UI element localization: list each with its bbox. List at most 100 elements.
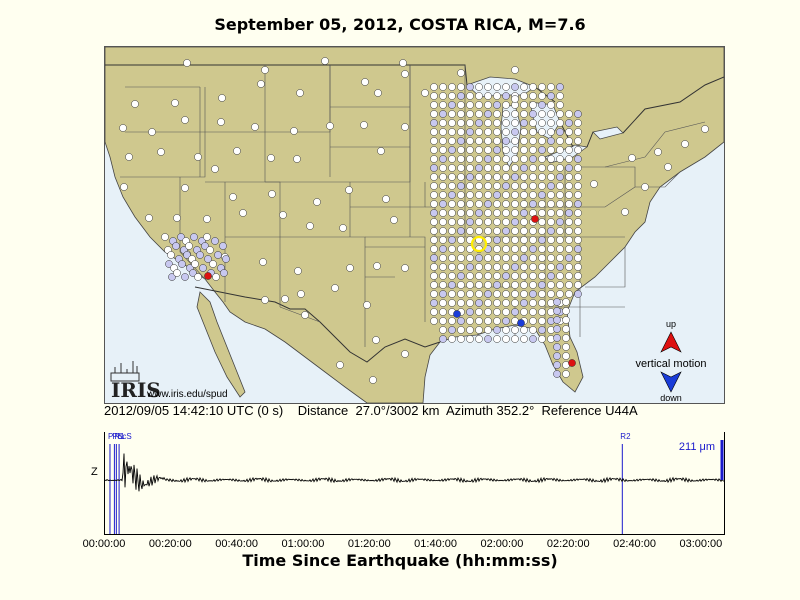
seismogram-panel[interactable]: P Pc R1 ScS R2 211 μm Z <box>91 432 725 535</box>
station-marker <box>181 273 189 281</box>
channel-label: Z <box>91 466 98 478</box>
station-marker <box>502 317 510 325</box>
station-marker <box>565 200 573 208</box>
station-marker <box>502 308 510 316</box>
station-marker <box>448 209 456 217</box>
station-marker <box>448 191 456 199</box>
station-marker <box>529 119 537 127</box>
station-marker <box>529 299 537 307</box>
station-marker <box>475 83 483 91</box>
station-markers <box>119 57 709 384</box>
station-marker <box>547 263 555 271</box>
station-marker <box>701 125 709 133</box>
station-marker <box>520 128 528 136</box>
station-marker <box>161 233 169 241</box>
station-marker <box>448 137 456 145</box>
station-marker <box>466 92 474 100</box>
station-marker <box>502 227 510 235</box>
station-marker <box>430 83 438 91</box>
station-marker <box>448 155 456 163</box>
station-marker <box>493 101 501 109</box>
station-marker <box>529 254 537 262</box>
station-marker <box>538 101 546 109</box>
station-marker <box>484 281 492 289</box>
station-marker <box>538 245 546 253</box>
station-marker <box>257 80 265 88</box>
station-marker <box>475 182 483 190</box>
station-marker <box>520 263 528 271</box>
time-tick-label: 01:40:00 <box>414 538 458 550</box>
station-marker <box>457 110 465 118</box>
station-marker <box>296 89 304 97</box>
station-map[interactable]: IRIS www.iris.edu/spud up vertical motio… <box>104 46 725 404</box>
map-url[interactable]: www.iris.edu/spud <box>146 389 228 400</box>
station-marker <box>484 326 492 334</box>
station-marker <box>279 211 287 219</box>
station-marker <box>520 155 528 163</box>
station-marker <box>439 317 447 325</box>
station-marker <box>448 272 456 280</box>
station-marker <box>556 227 564 235</box>
station-marker <box>377 147 385 155</box>
station-marker <box>430 173 438 181</box>
station-marker <box>511 272 519 280</box>
up-arrow-icon <box>660 331 682 353</box>
station-marker <box>119 124 127 132</box>
station-marker <box>439 236 447 244</box>
station-marker <box>466 128 474 136</box>
station-marker <box>547 227 555 235</box>
station-marker <box>439 227 447 235</box>
station-marker <box>448 92 456 100</box>
station-marker <box>439 92 447 100</box>
station-marker <box>529 263 537 271</box>
station-marker <box>511 155 519 163</box>
station-marker <box>484 101 492 109</box>
station-marker <box>430 137 438 145</box>
station-marker <box>466 254 474 262</box>
station-marker <box>556 155 564 163</box>
station-marker <box>457 236 465 244</box>
station-marker <box>421 89 429 97</box>
station-marker <box>313 198 321 206</box>
station-marker <box>493 326 501 334</box>
station-marker <box>290 127 298 135</box>
station-marker <box>574 236 582 244</box>
station-marker <box>430 245 438 253</box>
station-marker <box>229 193 237 201</box>
station-marker <box>538 128 546 136</box>
station-marker <box>574 272 582 280</box>
station-marker <box>185 242 193 250</box>
station-marker <box>562 307 570 315</box>
time-tick-label: 00:40:00 <box>215 538 259 550</box>
station-marker <box>493 299 501 307</box>
station-marker <box>466 290 474 298</box>
station-marker <box>574 245 582 253</box>
station-marker <box>511 137 519 145</box>
event-distance: Distance 27.0°/3002 km <box>297 403 440 418</box>
station-marker <box>553 298 561 306</box>
station-marker <box>493 335 501 343</box>
station-marker <box>475 101 483 109</box>
station-marker <box>493 245 501 253</box>
station-marker <box>401 70 409 78</box>
station-marker <box>538 155 546 163</box>
station-marker <box>173 269 181 277</box>
station-marker <box>520 326 528 334</box>
station-marker <box>556 164 564 172</box>
station-marker <box>553 307 561 315</box>
station-marker <box>484 335 492 343</box>
station-marker <box>547 128 555 136</box>
station-marker <box>547 164 555 172</box>
station-marker <box>574 164 582 172</box>
station-marker <box>457 164 465 172</box>
station-marker <box>529 110 537 118</box>
station-marker <box>294 267 302 275</box>
station-marker <box>529 182 537 190</box>
station-marker <box>448 263 456 271</box>
phase-label: ScS <box>117 432 132 441</box>
station-marker <box>457 209 465 217</box>
station-marker <box>430 128 438 136</box>
station-marker <box>547 191 555 199</box>
station-marker <box>211 237 219 245</box>
station-marker <box>183 59 191 67</box>
